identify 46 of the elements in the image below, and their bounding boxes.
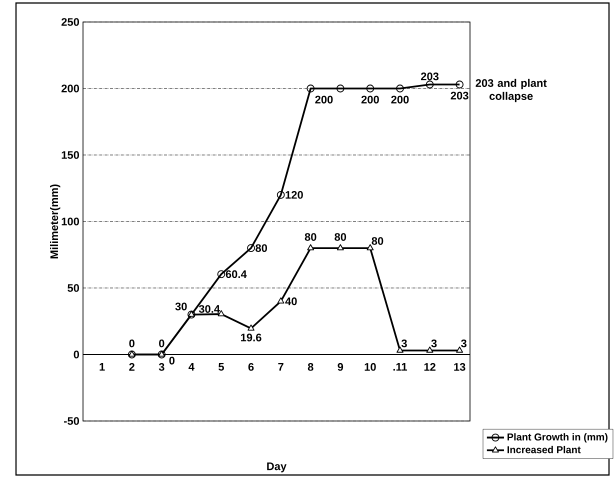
data-label: 203 bbox=[450, 92, 468, 100]
data-label: 60.4 bbox=[226, 270, 247, 278]
data-label: 3 bbox=[461, 340, 466, 348]
legend-label: Plant Growth in (mm) bbox=[508, 433, 608, 442]
data-label: 80 bbox=[334, 233, 346, 241]
data-label: 203 bbox=[420, 72, 439, 80]
y-tick-label: 50 bbox=[68, 284, 80, 292]
y-tick-label: 150 bbox=[62, 151, 80, 159]
data-label: 0 bbox=[159, 340, 164, 348]
data-label: 200 bbox=[361, 96, 379, 104]
legend-label: Increased Plant bbox=[508, 446, 581, 454]
data-label: 0 bbox=[169, 356, 175, 364]
x-axis-title: Day bbox=[267, 462, 287, 472]
data-label: 120 bbox=[286, 191, 303, 199]
x-tick-label: 2 bbox=[129, 363, 134, 371]
data-label: 200 bbox=[315, 96, 333, 104]
x-tick-label: 12 bbox=[424, 363, 436, 371]
y-tick-label: 200 bbox=[62, 84, 80, 92]
annotation: 203 and plant collapse bbox=[476, 78, 547, 102]
data-label: 80 bbox=[256, 244, 268, 252]
data-label: 200 bbox=[391, 96, 409, 104]
x-tick-label: 3 bbox=[158, 363, 164, 371]
x-tick-label: 7 bbox=[278, 363, 284, 371]
x-tick-label: 4 bbox=[188, 363, 194, 371]
data-label: 0 bbox=[129, 340, 134, 348]
x-tick-label: 1 bbox=[100, 363, 105, 371]
y-axis-title: Milimeter(mm) bbox=[50, 184, 60, 258]
x-tick-label: 8 bbox=[308, 363, 314, 371]
y-tick-label: 0 bbox=[74, 350, 80, 358]
data-label: 80 bbox=[372, 237, 384, 245]
data-label: 30 bbox=[175, 302, 187, 310]
x-tick-label: .11 bbox=[393, 363, 408, 371]
x-tick-label: 6 bbox=[248, 363, 254, 371]
x-tick-label: 10 bbox=[364, 363, 376, 371]
data-label: 19.6 bbox=[241, 334, 262, 342]
data-label: 3 bbox=[401, 340, 407, 348]
x-tick-label: 9 bbox=[338, 363, 344, 371]
data-label: 3 bbox=[431, 340, 437, 348]
data-label: 40 bbox=[285, 297, 297, 306]
data-label: 80 bbox=[304, 233, 316, 241]
y-tick-label: 100 bbox=[62, 218, 80, 226]
y-tick-label: 250 bbox=[62, 18, 80, 26]
data-label: 30.4 bbox=[198, 305, 220, 313]
y-tick-label: -50 bbox=[64, 417, 80, 425]
x-tick-label: 5 bbox=[218, 363, 224, 371]
x-tick-label: 13 bbox=[454, 363, 466, 371]
